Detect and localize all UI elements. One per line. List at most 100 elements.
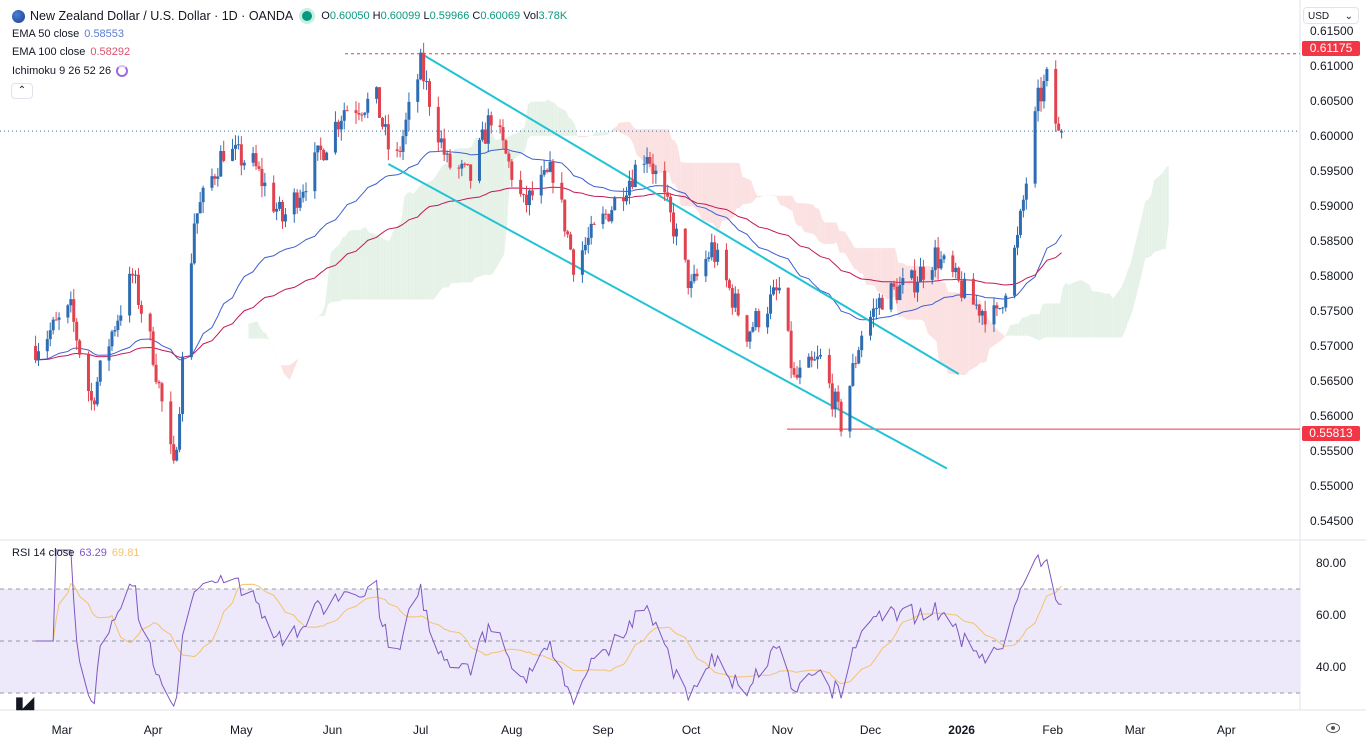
candle-body xyxy=(622,197,626,202)
candle-body xyxy=(1033,111,1037,184)
candle-body xyxy=(586,237,590,245)
ichimoku-cloud-segment xyxy=(427,181,431,300)
price-tick: 0.57500 xyxy=(1310,304,1354,318)
ichimoku-cloud-segment xyxy=(610,128,614,133)
candle-body xyxy=(416,79,420,102)
ichimoku-cloud-segment xyxy=(424,182,428,300)
candle-body xyxy=(219,151,223,177)
ichimoku-cloud-segment xyxy=(566,110,569,136)
candle-body xyxy=(686,259,690,289)
resistance-price-tag: 0.61175 xyxy=(1302,41,1360,56)
candle-body xyxy=(936,247,940,269)
rsi-legend[interactable]: RSI 14 close 63.29 69.81 xyxy=(12,547,140,559)
candle-body xyxy=(181,357,185,414)
candle-body xyxy=(957,267,961,281)
price-tick: 0.59000 xyxy=(1310,199,1354,213)
ichimoku-cloud-segment xyxy=(1065,282,1069,338)
collapse-legend-button[interactable]: ⌃ xyxy=(11,83,33,99)
candle-body xyxy=(460,163,464,169)
candle-body xyxy=(519,179,523,195)
candle-body xyxy=(407,101,411,120)
candle-body xyxy=(54,319,58,321)
ema50-legend[interactable]: EMA 50 close 0.58553 xyxy=(12,28,125,40)
candle-body xyxy=(216,176,220,179)
candle-body xyxy=(283,214,287,222)
ichimoku-cloud-segment xyxy=(533,101,537,136)
candle-body xyxy=(213,176,217,179)
candle-body xyxy=(871,308,875,317)
ichimoku-cloud-segment xyxy=(551,101,555,136)
candle-body xyxy=(848,385,852,432)
candle-body xyxy=(819,354,823,357)
candle-body xyxy=(428,81,431,107)
ichimoku-cloud-segment xyxy=(701,162,711,223)
ichimoku-cloud-segment xyxy=(998,330,1002,343)
ichimoku-cloud-segment xyxy=(324,278,328,316)
candle-body xyxy=(477,139,481,181)
candle-body xyxy=(583,244,587,251)
ema100-legend[interactable]: EMA 100 close 0.58292 xyxy=(12,46,131,58)
candle-body xyxy=(601,213,605,225)
ichimoku-cloud-segment xyxy=(548,99,552,136)
candle-body xyxy=(736,293,740,316)
candle-body xyxy=(75,321,79,341)
candle-body xyxy=(663,170,667,193)
ichimoku-cloud-segment xyxy=(1027,314,1031,337)
candle-body xyxy=(745,315,749,342)
candle-body xyxy=(422,52,426,82)
candle-body xyxy=(363,112,367,115)
ichimoku-cloud-segment xyxy=(454,148,464,284)
symbol-title[interactable]: New Zealand Dollar / U.S. Dollar · 1D · … xyxy=(30,9,294,23)
candle-body xyxy=(192,223,196,264)
candle-body xyxy=(860,335,864,351)
ichimoku-cloud-segment xyxy=(792,195,796,223)
candle-body xyxy=(1024,183,1028,200)
candle-body xyxy=(748,331,752,342)
ichimoku-cloud-segment xyxy=(957,292,960,375)
candle-body xyxy=(624,195,628,202)
candle-body xyxy=(339,120,343,130)
candle-body xyxy=(401,136,405,152)
tradingview-logo[interactable]: ▮◢ xyxy=(15,695,34,712)
candle-body xyxy=(754,311,758,328)
ichimoku-cloud-segment xyxy=(630,122,634,145)
candle-body xyxy=(281,201,284,222)
candle-body xyxy=(295,192,299,208)
candle-body xyxy=(489,115,493,126)
ichimoku-cloud-segment xyxy=(1145,199,1149,259)
candle-body xyxy=(807,356,811,368)
ichimoku-cloud-segment xyxy=(286,365,290,381)
candle-body xyxy=(1042,81,1046,102)
ichimoku-cloud-segment xyxy=(322,305,325,317)
ichimoku-cloud-segment xyxy=(865,248,875,286)
rsi-line xyxy=(35,549,1062,708)
candle-body xyxy=(51,319,55,331)
eye-icon[interactable] xyxy=(1326,723,1340,733)
candle-body xyxy=(630,180,634,188)
ichimoku-cloud-segment xyxy=(401,196,405,300)
candle-body xyxy=(913,270,917,293)
candle-body xyxy=(771,287,775,295)
candle-body xyxy=(724,249,728,281)
ichimoku-cloud-segment xyxy=(1101,292,1105,338)
candle-body xyxy=(139,304,143,314)
ichimoku-cloud-segment xyxy=(1142,201,1146,273)
ichimoku-cloud-segment xyxy=(1086,283,1090,338)
time-tick: Apr xyxy=(143,723,163,737)
ichimoku-cloud-segment xyxy=(448,158,452,288)
candle-body xyxy=(1060,131,1064,133)
ichimoku-legend[interactable]: Ichimoku 9 26 52 26 xyxy=(12,65,129,77)
currency-selector[interactable]: USD ⌄ xyxy=(1303,7,1359,24)
ichimoku-cloud-segment xyxy=(263,332,267,339)
ichimoku-cloud-segment xyxy=(1106,293,1110,338)
candle-body xyxy=(198,202,202,214)
ichimoku-cloud-segment xyxy=(1109,293,1113,338)
candle-body xyxy=(483,129,487,144)
ichimoku-cloud-segment xyxy=(774,194,778,200)
ichimoku-cloud-segment xyxy=(339,236,343,302)
candle-body xyxy=(354,110,358,114)
candle-body xyxy=(92,400,96,405)
rsi-tick: 60.00 xyxy=(1316,608,1347,622)
ichimoku-cloud-segment xyxy=(348,230,352,300)
